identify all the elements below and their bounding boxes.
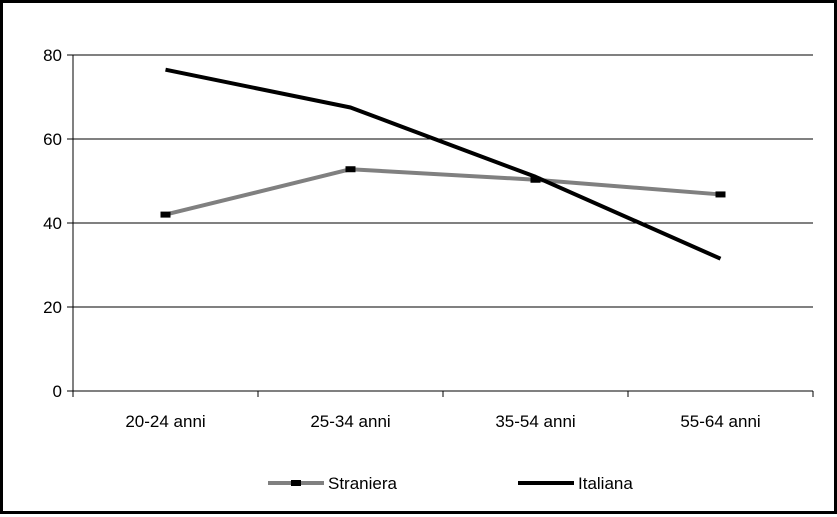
y-tick-label: 80 <box>43 46 62 65</box>
legend-label: Straniera <box>328 474 398 493</box>
data-point <box>160 211 171 218</box>
legend-marker <box>291 480 301 486</box>
axes <box>67 54 814 397</box>
series-line-italiana <box>165 67 722 261</box>
x-tick-label: 25-34 anni <box>310 412 390 431</box>
series-lines <box>160 67 726 261</box>
x-tick-labels: 20-24 anni 25-34 anni 35-54 anni 55-64 anni <box>125 412 760 431</box>
x-tick-label: 20-24 anni <box>125 412 205 431</box>
grid-lines <box>73 54 813 308</box>
line-chart: 0 20 40 60 80 20-24 anni 25-34 anni 35-54 anni… <box>43 46 814 493</box>
legend: Straniera Italiana <box>268 474 633 493</box>
data-point <box>715 191 726 198</box>
y-tick-label: 20 <box>43 298 62 317</box>
y-tick-labels: 0 20 40 60 80 <box>43 46 62 401</box>
y-tick-label: 40 <box>43 214 62 233</box>
series-line-straniera <box>165 167 721 217</box>
x-tick-label: 35-54 anni <box>495 412 575 431</box>
data-point <box>345 166 356 173</box>
data-point <box>530 176 541 183</box>
y-tick-label: 60 <box>43 130 62 149</box>
x-tick-label: 55-64 anni <box>680 412 760 431</box>
legend-label: Italiana <box>578 474 633 493</box>
y-tick-label: 0 <box>53 382 62 401</box>
